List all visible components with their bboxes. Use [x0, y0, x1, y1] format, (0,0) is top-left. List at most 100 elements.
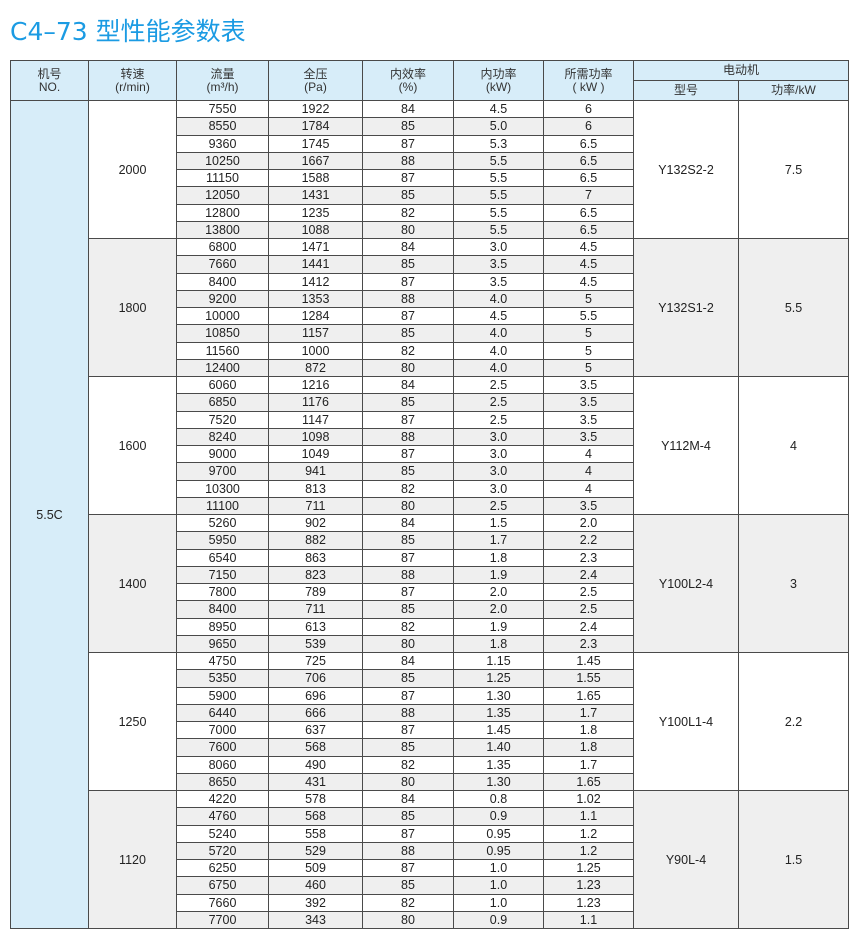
pressure-cell: 1088	[268, 220, 363, 240]
efficiency-cell: 87	[362, 686, 454, 705]
flow-cell: 6800	[176, 237, 269, 257]
internal-power-cell: 3.0	[453, 462, 544, 481]
flow-cell: 7660	[176, 893, 269, 912]
efficiency-cell: 87	[362, 444, 454, 464]
flow-cell: 10250	[176, 151, 269, 171]
required-power-cell: 1.1	[543, 910, 634, 930]
internal-power-cell: 2.0	[453, 600, 544, 619]
flow-cell: 5900	[176, 686, 269, 705]
required-power-cell: 6.5	[543, 220, 634, 240]
speed-cell: 1600	[88, 376, 177, 515]
efficiency-cell: 88	[362, 427, 454, 447]
required-power-cell: 1.65	[543, 686, 634, 705]
table-row: 6250 509 87 1.0 1.25	[11, 858, 849, 878]
pressure-cell: 1471	[268, 237, 363, 257]
pressure-cell: 509	[268, 858, 363, 878]
internal-power-cell: 4.0	[453, 324, 544, 343]
pressure-cell: 558	[268, 824, 363, 843]
flow-cell: 6850	[176, 393, 269, 412]
efficiency-cell: 88	[362, 703, 454, 723]
required-power-cell: 1.2	[543, 841, 634, 861]
required-power-cell: 1.65	[543, 772, 634, 792]
flow-cell: 4220	[176, 789, 269, 809]
flow-cell: 6440	[176, 703, 269, 723]
pressure-cell: 529	[268, 841, 363, 861]
pressure-cell: 1667	[268, 151, 363, 171]
pressure-cell: 1235	[268, 203, 363, 222]
efficiency-cell: 87	[362, 134, 454, 153]
required-power-cell: 5	[543, 289, 634, 309]
efficiency-cell: 85	[362, 738, 454, 757]
pressure-cell: 1098	[268, 427, 363, 447]
internal-power-cell: 1.0	[453, 876, 544, 895]
table-row: 9200 1353 88 4.0 5	[11, 289, 849, 309]
internal-power-cell: 0.8	[453, 789, 544, 809]
required-power-cell: 6.5	[543, 134, 634, 153]
required-power-cell: 4	[543, 479, 634, 498]
required-power-cell: 1.02	[543, 789, 634, 809]
table-row: 10250 1667 88 5.5 6.5	[11, 151, 849, 171]
efficiency-cell: 88	[362, 565, 454, 585]
flow-cell: 5240	[176, 824, 269, 843]
flow-cell: 8400	[176, 600, 269, 619]
flow-cell: 12800	[176, 203, 269, 222]
pressure-cell: 568	[268, 807, 363, 826]
internal-power-cell: 4.0	[453, 358, 544, 378]
required-power-cell: 6	[543, 117, 634, 136]
flow-cell: 6060	[176, 375, 269, 395]
flow-cell: 13800	[176, 220, 269, 240]
efficiency-cell: 82	[362, 755, 454, 774]
flow-cell: 10300	[176, 479, 269, 498]
required-power-cell: 3.5	[543, 375, 634, 395]
pressure-cell: 490	[268, 755, 363, 774]
required-power-cell: 1.23	[543, 876, 634, 895]
pressure-cell: 1216	[268, 375, 363, 395]
motor-power-cell: 3	[737, 514, 850, 653]
header-speed: 转速 (r/min)	[88, 60, 177, 101]
table-row: 7150 823 88 1.9 2.4	[11, 565, 849, 585]
pressure-cell: 823	[268, 565, 363, 585]
internal-power-cell: 1.0	[453, 858, 544, 878]
table-row: 5950 882 85 1.7 2.2	[11, 531, 849, 550]
required-power-cell: 1.23	[543, 893, 634, 912]
flow-cell: 7000	[176, 720, 269, 740]
machine-no-cell: 5.5C	[10, 100, 89, 929]
internal-power-cell: 5.5	[453, 186, 544, 205]
internal-power-cell: 4.0	[453, 289, 544, 309]
pressure-cell: 706	[268, 669, 363, 688]
table-row: 7800 789 87 2.0 2.5	[11, 582, 849, 602]
flow-cell: 10850	[176, 324, 269, 343]
required-power-cell: 6	[543, 99, 634, 119]
required-power-cell: 2.3	[543, 548, 634, 567]
required-power-cell: 1.25	[543, 858, 634, 878]
flow-cell: 7600	[176, 738, 269, 757]
pressure-cell: 343	[268, 910, 363, 930]
required-power-cell: 1.7	[543, 755, 634, 774]
speed-cell: 1120	[88, 790, 177, 929]
efficiency-cell: 85	[362, 531, 454, 550]
pressure-cell: 1147	[268, 410, 363, 429]
flow-cell: 7660	[176, 255, 269, 274]
efficiency-cell: 87	[362, 548, 454, 567]
motor-power-cell: 2.2	[737, 652, 850, 791]
required-power-cell: 2.3	[543, 634, 634, 654]
table-row: 6440 666 88 1.35 1.7	[11, 703, 849, 723]
flow-cell: 4750	[176, 651, 269, 671]
required-power-cell: 5	[543, 324, 634, 343]
required-power-cell: 4	[543, 462, 634, 481]
pressure-cell: 711	[268, 496, 363, 516]
internal-power-cell: 1.30	[453, 772, 544, 792]
required-power-cell: 3.5	[543, 427, 634, 447]
motor-power-cell: 1.5	[737, 790, 850, 929]
pressure-cell: 431	[268, 772, 363, 792]
performance-table: 机号 NO. 转速 (r/min) 流量 (m³/h) 全压 (Pa) 内效率 (%) 内…	[10, 60, 850, 930]
flow-cell: 9650	[176, 634, 269, 654]
table-row: 11100 711 80 2.5 3.5	[11, 496, 849, 516]
required-power-cell: 1.1	[543, 807, 634, 826]
flow-cell: 9000	[176, 444, 269, 464]
flow-cell: 8550	[176, 117, 269, 136]
header-internal-power: 内功率 (kW)	[453, 60, 544, 101]
flow-cell: 5260	[176, 513, 269, 533]
flow-cell: 8060	[176, 755, 269, 774]
pressure-cell: 1922	[268, 99, 363, 119]
